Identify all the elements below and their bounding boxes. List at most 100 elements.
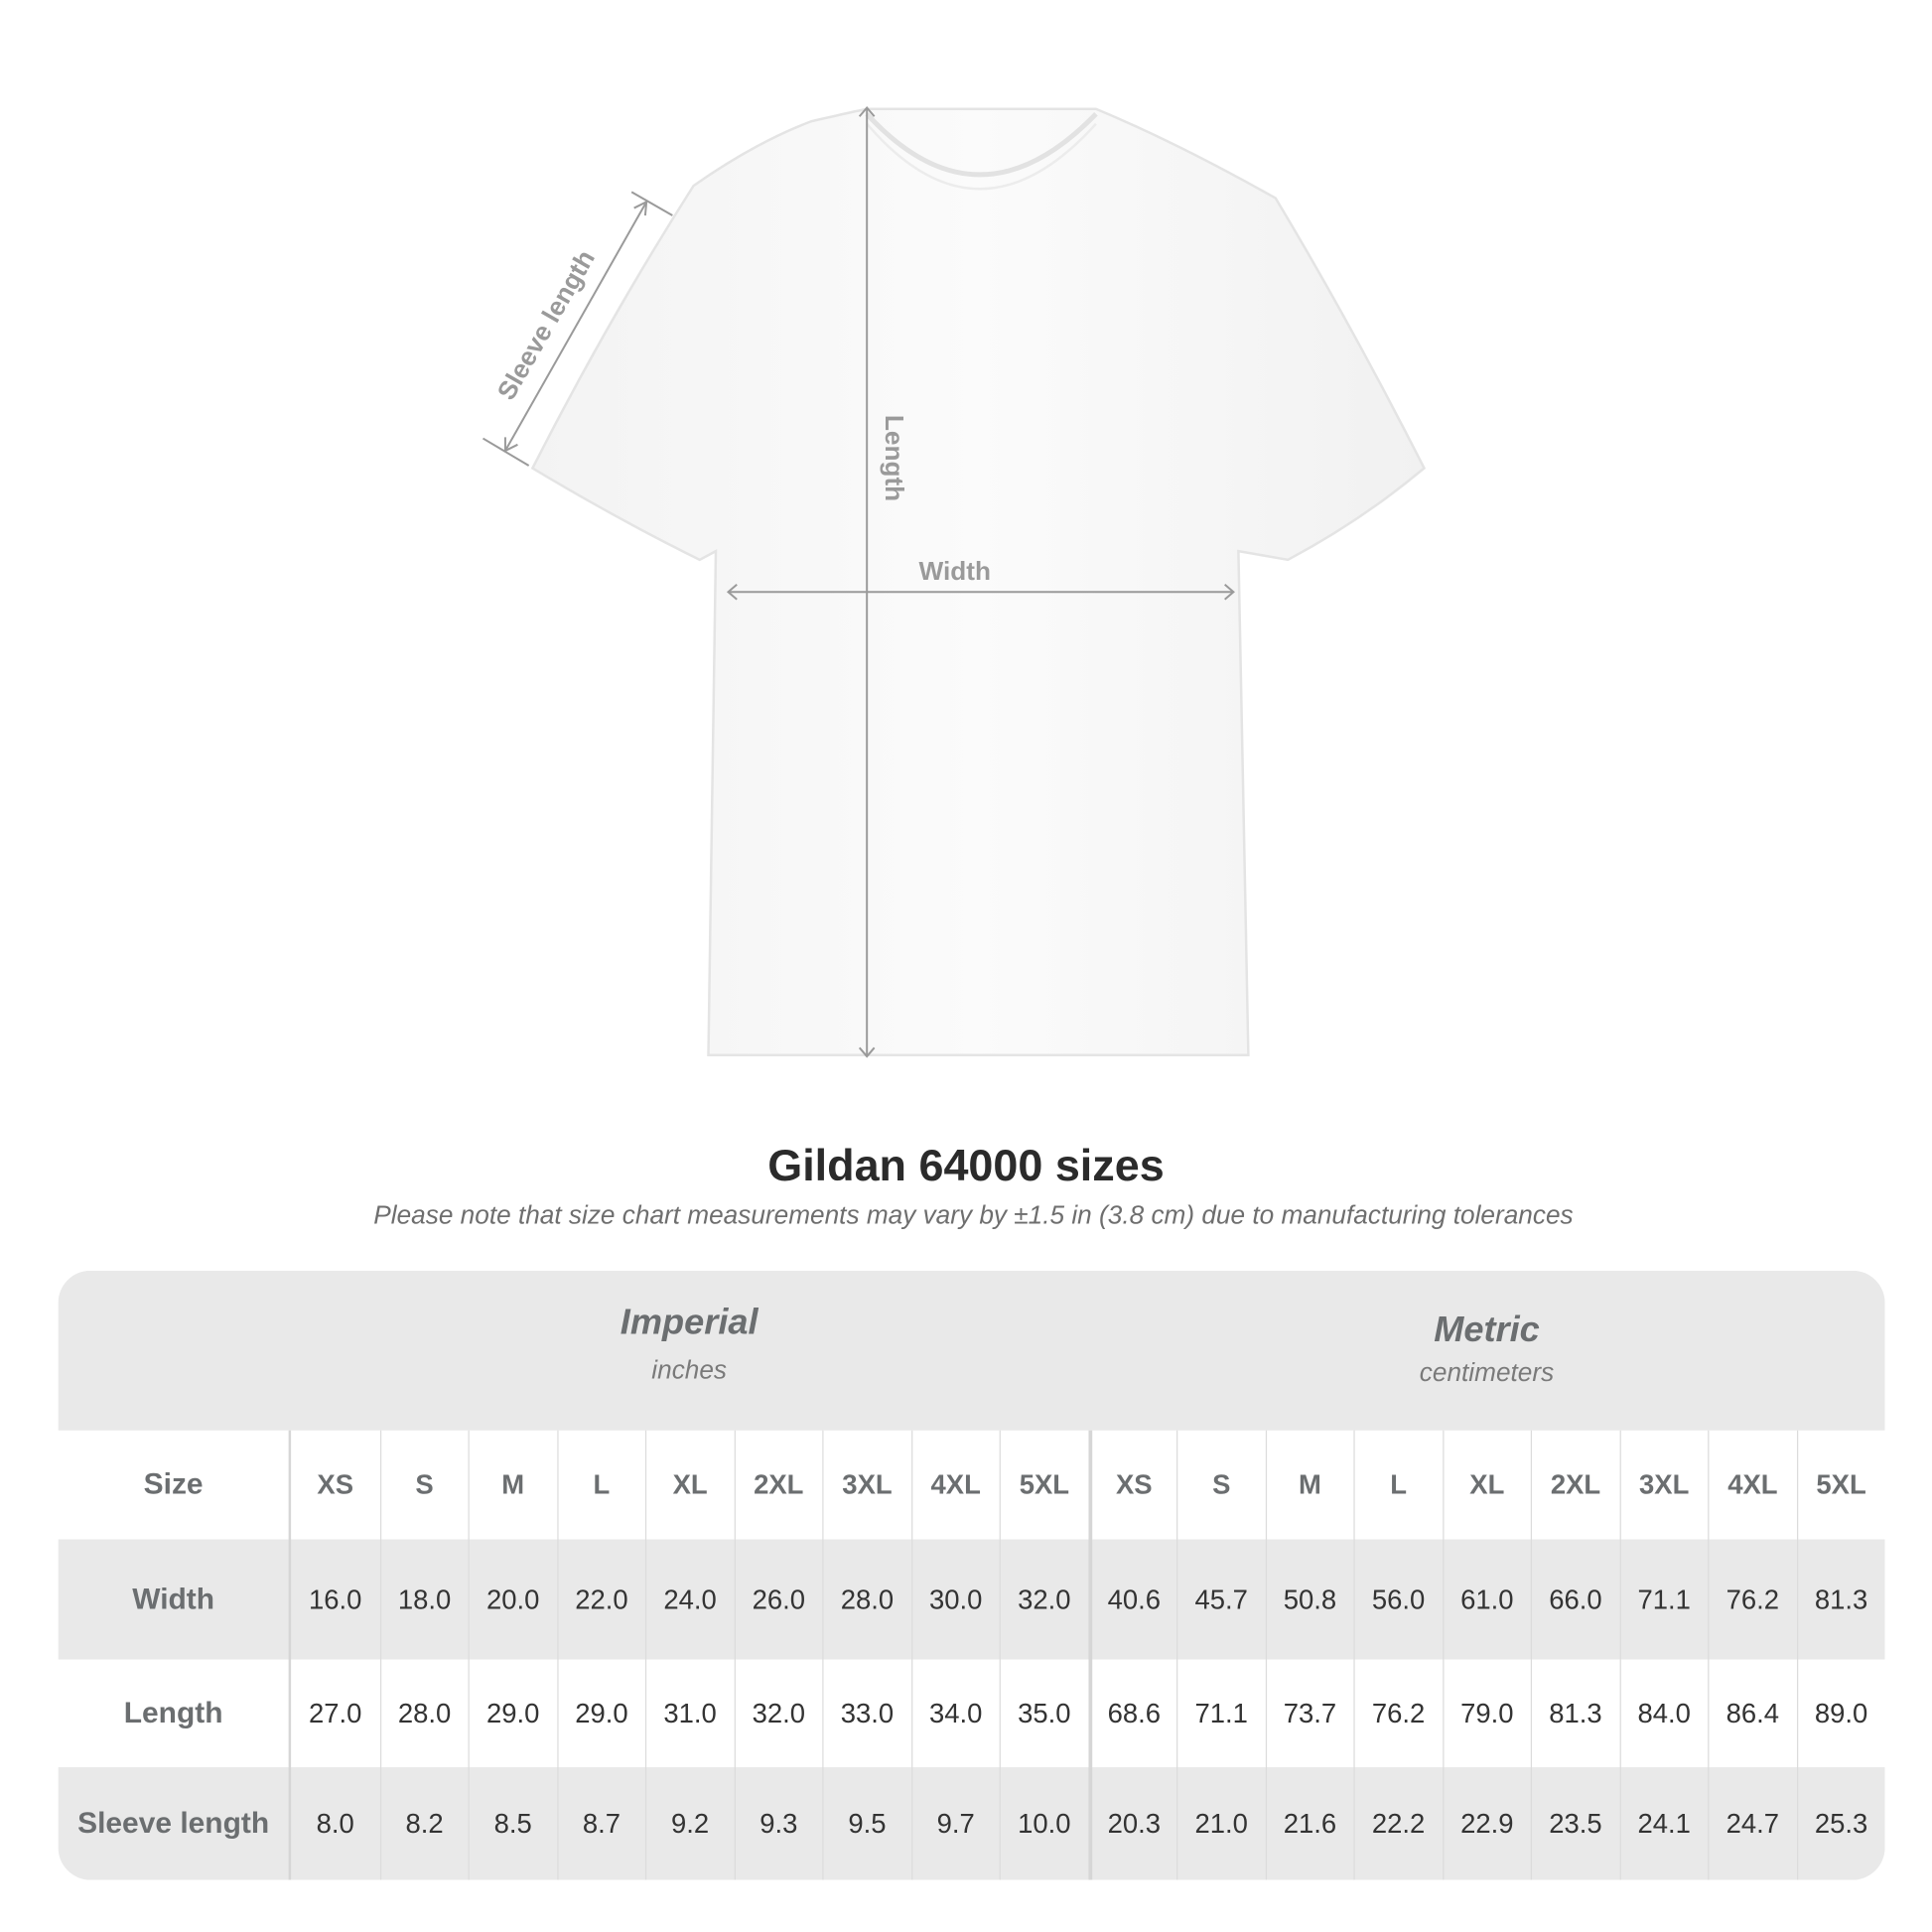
value-cell: 8.0 (316, 1807, 354, 1839)
tshirt-shape (530, 107, 1427, 1057)
value-cell: 61.0 (1442, 1539, 1531, 1660)
metric-unit: centimeters (1419, 1358, 1555, 1388)
table-row: Sleeve length 8.0 8.2 8.5 8.7 9.2 9.3 9.5 9.7 10.… (59, 1767, 1885, 1880)
value-cell: 29.0 (468, 1659, 557, 1768)
row-band (58, 1767, 1885, 1880)
value-cell: 32.0 (999, 1539, 1088, 1660)
size-header-cell: 5XL (999, 1430, 1088, 1540)
value-cell: 18.0 (379, 1539, 468, 1660)
value-cell: 22.0 (556, 1539, 645, 1660)
value-cell: 29.0 (556, 1659, 645, 1768)
row-band (58, 1539, 1885, 1660)
value-cell: 30.0 (910, 1539, 999, 1660)
value-cell: 26.0 (734, 1539, 822, 1660)
size-header-cell: 3XL (1618, 1430, 1708, 1540)
size-header-cell: L (1353, 1430, 1442, 1540)
row-label: Width (59, 1539, 292, 1660)
table-row: Width 16.0 18.0 20.0 22.0 24.0 26.0 28.0 30.0 32.… (59, 1539, 1885, 1660)
value-cell: 86.4 (1708, 1659, 1796, 1768)
tolerance-note: Please note that size chart measurements… (373, 1200, 1574, 1230)
value-cell: 20.0 (468, 1539, 557, 1660)
value-cell: 20.3 (1087, 1767, 1176, 1880)
value-cell: 8.2 (379, 1767, 468, 1880)
value-cell: 22.2 (1353, 1767, 1442, 1880)
metric-header: Metric centimeters (1088, 1271, 1884, 1431)
value-cell: 81.3 (1530, 1659, 1619, 1768)
value-cell: 9.5 (822, 1767, 910, 1880)
size-header-cell: XS (317, 1468, 354, 1500)
collar-seam (866, 122, 1097, 191)
value-cell: 76.2 (1708, 1539, 1796, 1660)
size-header-cell: 2XL (734, 1430, 822, 1540)
header-band (58, 1270, 1885, 1431)
value-cell: 71.1 (1618, 1539, 1708, 1660)
row-label: Size (59, 1430, 292, 1540)
row-label: Length (59, 1659, 292, 1768)
value-cell: 84.0 (1618, 1659, 1708, 1768)
value-cell: 24.7 (1708, 1767, 1796, 1880)
width-label: Width (919, 556, 991, 586)
value-cell: 10.0 (999, 1767, 1088, 1880)
size-header-cell: 4XL (1708, 1430, 1796, 1540)
value-cell: 35.0 (999, 1659, 1088, 1768)
size-header-cell: M (1265, 1430, 1353, 1540)
size-header-cell: M (468, 1430, 557, 1540)
measure-arrows (482, 105, 1235, 1058)
value-cell: 40.6 (1087, 1539, 1176, 1660)
size-header-cell: S (379, 1430, 468, 1540)
size-header-row: Size XS S M L XL 2XL 3XL 4XL 5XL XS S M L XL 2XL 3XL 4XL 5… (59, 1430, 1885, 1540)
value-cell: 21.6 (1265, 1767, 1353, 1880)
value-cell: 50.8 (1265, 1539, 1353, 1660)
value-cell: 33.0 (822, 1659, 910, 1768)
value-cell: 81.3 (1796, 1539, 1884, 1660)
value-cell: 21.0 (1176, 1767, 1265, 1880)
imperial-title: Imperial (620, 1303, 759, 1343)
value-cell: 89.0 (1796, 1659, 1884, 1768)
value-cell: 31.0 (644, 1659, 734, 1768)
table-row: Length 27.0 28.0 29.0 29.0 31.0 32.0 33.0 34.0 35… (59, 1659, 1885, 1768)
value-cell: 56.0 (1353, 1539, 1442, 1660)
size-table: Imperial inches Metric centimeters Size X… (58, 1270, 1885, 1880)
value-cell: 8.7 (556, 1767, 645, 1880)
collar (865, 112, 1098, 178)
value-cell: 68.6 (1087, 1659, 1176, 1768)
value-cell: 22.9 (1442, 1767, 1531, 1880)
value-cell: 9.7 (910, 1767, 999, 1880)
value-cell: 79.0 (1442, 1659, 1531, 1768)
size-header-cell: S (1176, 1430, 1265, 1540)
sleeve-arrow (504, 201, 648, 452)
size-header-cell: XL (1442, 1430, 1531, 1540)
value-cell: 16.0 (309, 1583, 362, 1614)
tshirt-diagram: Sleeve length Length Width (482, 105, 1427, 1058)
value-cell: 24.0 (644, 1539, 734, 1660)
value-cell: 28.0 (822, 1539, 910, 1660)
size-header-cell: XS (1087, 1430, 1176, 1540)
row-label: Sleeve length (59, 1767, 292, 1880)
size-header-cell: 3XL (822, 1430, 910, 1540)
imperial-header: Imperial inches (291, 1271, 1087, 1431)
value-cell: 28.0 (379, 1659, 468, 1768)
size-header-cell: 2XL (1530, 1430, 1619, 1540)
imperial-unit: inches (651, 1355, 728, 1385)
value-cell: 27.0 (309, 1697, 362, 1728)
value-cell: 66.0 (1530, 1539, 1619, 1660)
size-header-cell: XL (644, 1430, 734, 1540)
value-cell: 24.1 (1618, 1767, 1708, 1880)
value-cell: 9.2 (644, 1767, 734, 1880)
metric-title: Metric (1434, 1310, 1540, 1350)
value-cell: 32.0 (734, 1659, 822, 1768)
length-label: Length (880, 415, 909, 501)
value-cell: 34.0 (910, 1659, 999, 1768)
page-title: Gildan 64000 sizes (767, 1139, 1165, 1190)
value-cell: 45.7 (1176, 1539, 1265, 1660)
size-header-cell: L (556, 1430, 645, 1540)
value-cell: 71.1 (1176, 1659, 1265, 1768)
value-cell: 73.7 (1265, 1659, 1353, 1768)
size-header-cell: 4XL (910, 1430, 999, 1540)
value-cell: 25.3 (1796, 1767, 1884, 1880)
value-cell: 76.2 (1353, 1659, 1442, 1768)
size-header-cell: 5XL (1796, 1430, 1884, 1540)
value-cell: 23.5 (1530, 1767, 1619, 1880)
value-cell: 9.3 (734, 1767, 822, 1880)
